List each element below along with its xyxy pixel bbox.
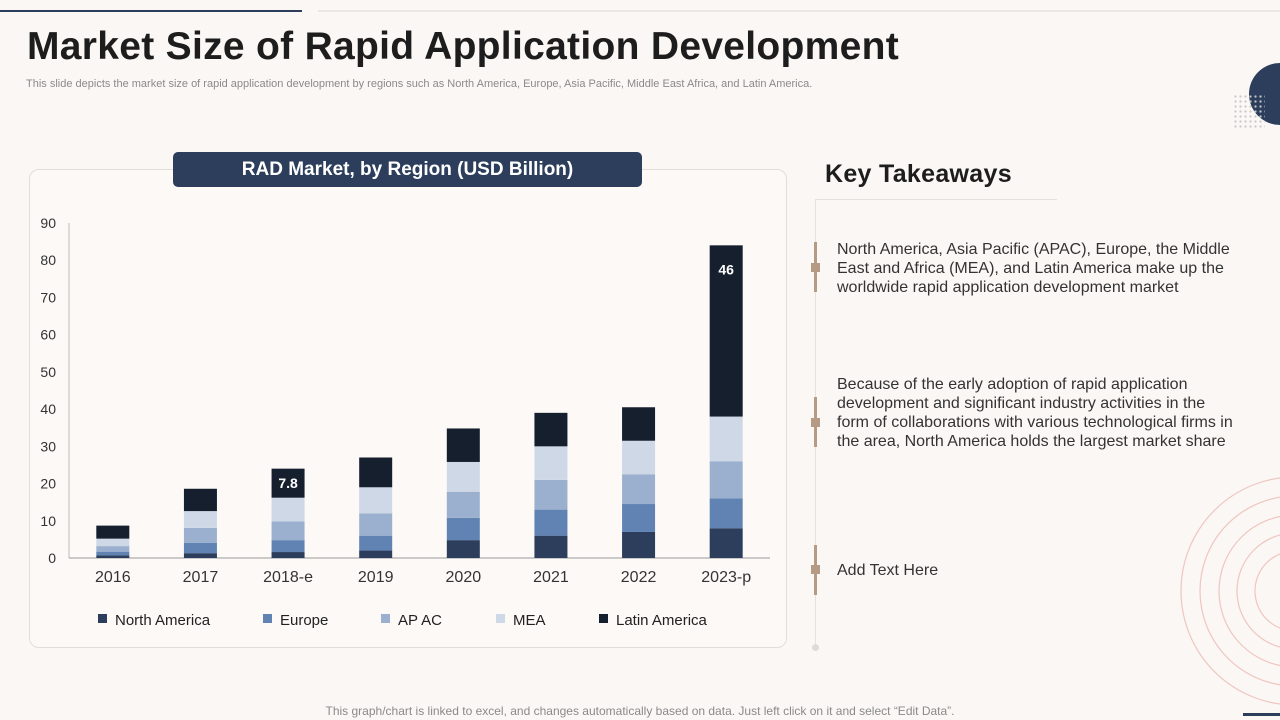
footer-note: This graph/chart is linked to excel, and…	[325, 704, 955, 718]
y-tick-label: 50	[40, 364, 56, 380]
takeaway-text-2[interactable]: Because of the early adoption of rapid a…	[837, 376, 1233, 450]
y-tick-label: 90	[40, 215, 56, 231]
bar-segment[interactable]	[96, 538, 130, 547]
page-title: Market Size of Rapid Application Develop…	[27, 25, 900, 68]
bar-segment[interactable]	[446, 491, 480, 518]
bar-segment[interactable]	[534, 509, 568, 536]
bar-segment[interactable]	[183, 511, 217, 528]
bar-segment[interactable]	[534, 412, 568, 447]
bar-segment[interactable]	[183, 527, 217, 543]
bar-segment[interactable]	[446, 428, 480, 462]
bar-segment[interactable]	[534, 446, 568, 480]
y-tick-label: 60	[40, 327, 56, 343]
bar-segment[interactable]	[271, 552, 305, 558]
bar-segment[interactable]	[709, 245, 743, 417]
decorative-dot-grid	[1233, 94, 1265, 130]
bar-segment[interactable]	[709, 498, 743, 529]
bar-data-label: 7.8	[278, 475, 298, 491]
y-tick-label: 10	[40, 513, 56, 529]
legend-swatch	[98, 614, 107, 623]
bar-segment[interactable]	[622, 504, 656, 532]
bar-segment[interactable]	[709, 461, 743, 499]
bar-segment[interactable]	[359, 513, 393, 536]
takeaway-text-3[interactable]: Add Text Here	[837, 562, 939, 579]
chart-panel[interactable]	[29, 169, 787, 648]
footer-accent-bar	[1243, 713, 1280, 716]
bar-segment[interactable]	[359, 550, 393, 558]
bar-segment[interactable]	[446, 517, 480, 541]
legend-swatch	[263, 614, 272, 623]
timeline-marker-square	[811, 565, 820, 574]
bar-segment[interactable]	[534, 479, 568, 510]
y-tick-label: 40	[40, 401, 56, 417]
bar-segment[interactable]	[359, 487, 393, 514]
bar-segment[interactable]	[183, 553, 217, 558]
header-accent-line	[0, 10, 302, 12]
bar-segment[interactable]	[622, 531, 656, 558]
bar-segment[interactable]	[183, 542, 217, 554]
timeline-marker-square	[811, 263, 820, 272]
x-tick-label: 2016	[95, 569, 131, 586]
y-tick-label: 20	[40, 476, 56, 492]
key-takeaways-title: Key Takeaways	[825, 160, 1012, 188]
y-tick-label: 80	[40, 252, 56, 268]
bar-segment[interactable]	[271, 540, 305, 553]
bar-data-label: 46	[718, 261, 734, 277]
bar-segment[interactable]	[622, 440, 656, 475]
legend-swatch	[599, 614, 608, 623]
bar-segment[interactable]	[183, 488, 217, 512]
bar-segment[interactable]	[622, 474, 656, 505]
x-tick-label: 2023-p	[701, 569, 751, 586]
y-tick-label: 70	[40, 289, 56, 305]
bar-segment[interactable]	[271, 468, 305, 498]
bar-segment[interactable]	[96, 546, 130, 552]
bar-segment[interactable]	[622, 407, 656, 441]
page-subtitle: This slide depicts the market size of ra…	[26, 78, 813, 90]
bar-segment[interactable]	[96, 551, 130, 556]
bar-segment[interactable]	[709, 416, 743, 462]
decorative-rings	[1180, 477, 1280, 705]
bar-segment[interactable]	[271, 521, 305, 541]
x-tick-label: 2017	[183, 569, 219, 586]
legend-label: North America	[115, 612, 211, 629]
key-takeaways-underline	[815, 199, 1057, 200]
timeline-end-dot	[812, 644, 819, 651]
legend-label: AP AC	[398, 612, 442, 629]
bar-segment[interactable]	[271, 497, 305, 522]
bar-segment[interactable]	[446, 461, 480, 492]
y-tick-label: 30	[40, 438, 56, 454]
legend-swatch	[496, 614, 505, 623]
x-tick-label: 2020	[446, 569, 482, 586]
x-tick-label: 2021	[533, 569, 569, 586]
legend-label: Latin America	[616, 612, 708, 629]
timeline-marker-square	[811, 418, 820, 427]
bar-segment[interactable]	[534, 535, 568, 558]
legend-swatch	[381, 614, 390, 623]
x-tick-label: 2019	[358, 569, 394, 586]
x-tick-label: 2022	[621, 569, 657, 586]
legend-label: MEA	[513, 612, 546, 629]
chart-title: RAD Market, by Region (USD Billion)	[173, 152, 642, 187]
bar-segment[interactable]	[359, 535, 393, 551]
bar-segment[interactable]	[709, 528, 743, 558]
legend-label: Europe	[280, 612, 328, 629]
header-divider-line	[318, 10, 1280, 12]
x-tick-label: 2018-e	[263, 569, 313, 586]
bar-segment[interactable]	[96, 525, 130, 539]
bar-segment[interactable]	[446, 540, 480, 558]
bar-segment[interactable]	[96, 555, 130, 558]
stacked-bar-chart[interactable]: 0 10 20 30 40 50 60 70 80 90 2016 2017 7.8 2018-e 2019…	[0, 0, 790, 660]
y-tick-label: 0	[48, 550, 56, 566]
bar-segment[interactable]	[359, 457, 393, 488]
takeaway-text-1[interactable]: North America, Asia Pacific (APAC), Euro…	[837, 241, 1230, 296]
